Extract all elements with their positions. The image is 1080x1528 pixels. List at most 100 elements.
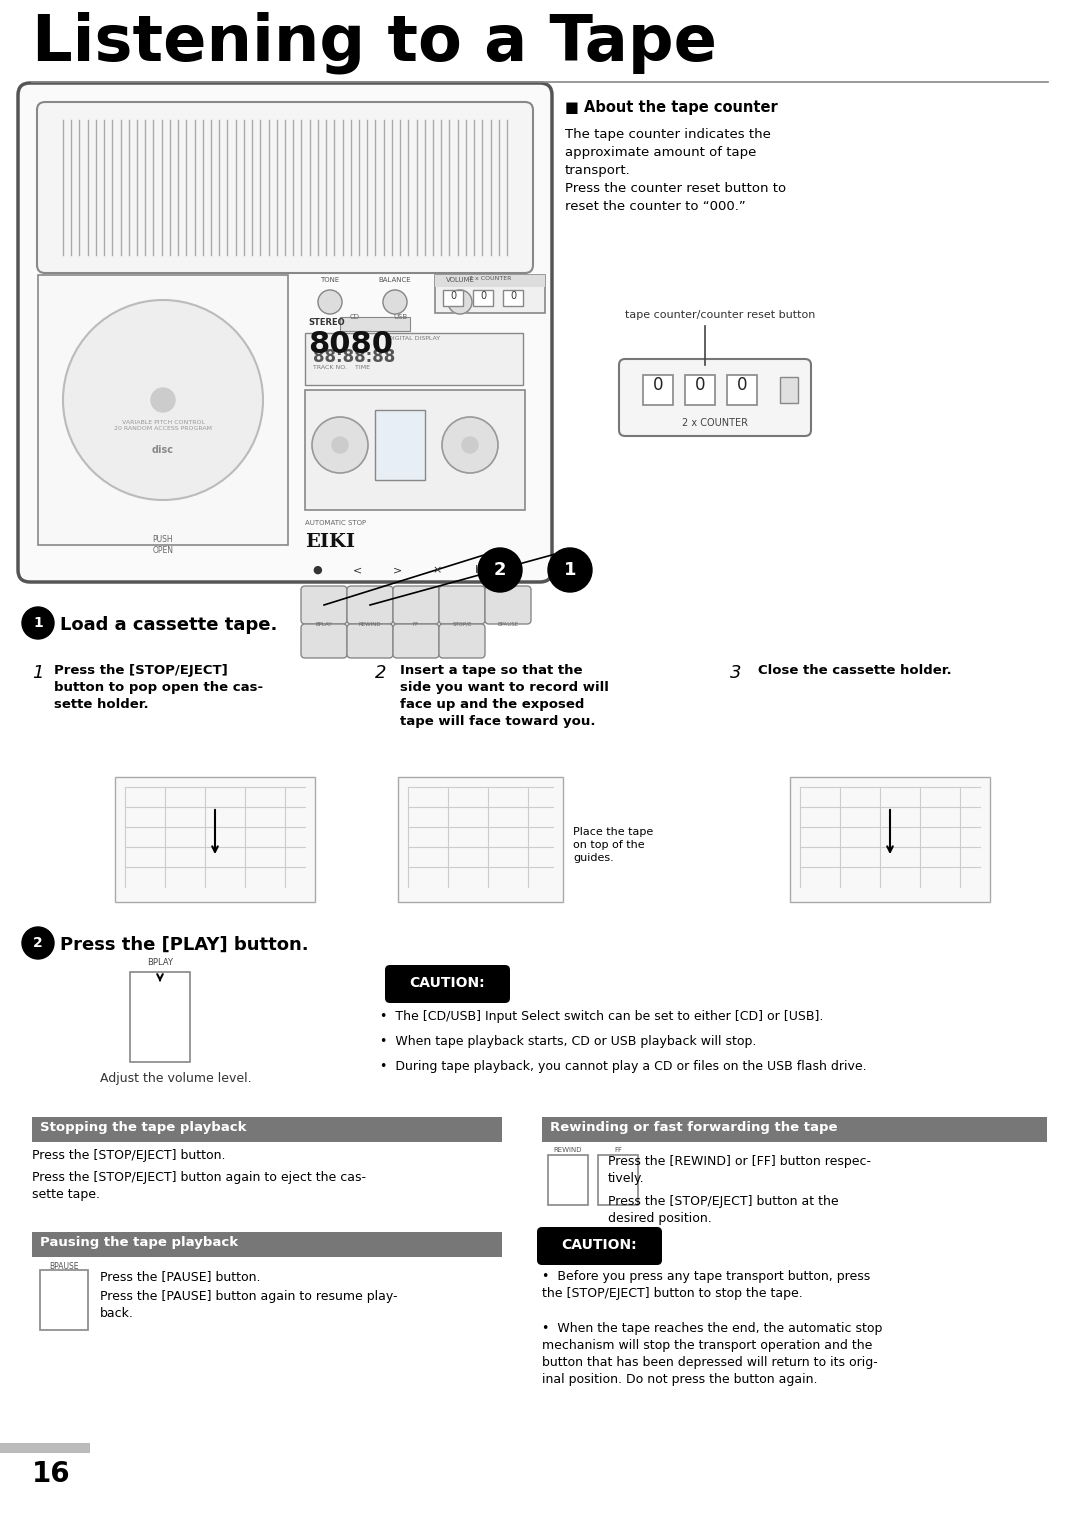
Bar: [685, 374, 715, 405]
Text: 3: 3: [730, 665, 742, 681]
Bar: [305, 333, 523, 385]
Text: Load a cassette tape.: Load a cassette tape.: [60, 616, 278, 634]
FancyBboxPatch shape: [301, 587, 347, 623]
Text: Listening to a Tape: Listening to a Tape: [32, 12, 717, 75]
FancyBboxPatch shape: [619, 359, 811, 435]
Text: Pausing the tape playback: Pausing the tape playback: [40, 1236, 238, 1248]
Text: Press the [STOP/EJECT] button at the
desired position.: Press the [STOP/EJECT] button at the des…: [608, 1195, 839, 1225]
Text: >: >: [392, 565, 402, 575]
Text: 2 x COUNTER: 2 x COUNTER: [681, 419, 748, 428]
Text: USB: USB: [393, 313, 407, 319]
FancyBboxPatch shape: [347, 587, 393, 623]
Text: Adjust the volume level.: Adjust the volume level.: [100, 1073, 252, 1085]
Text: Press the [STOP/EJECT]
button to pop open the cas-
sette holder.: Press the [STOP/EJECT] button to pop ope…: [54, 665, 264, 711]
Text: •  The [CD/USB] Input Select switch can be set to either [CD] or [USB].: • The [CD/USB] Input Select switch can b…: [380, 1010, 823, 1024]
Bar: [114, 778, 315, 902]
Text: Close the cassette holder.: Close the cassette holder.: [758, 665, 951, 677]
Bar: [542, 1117, 1047, 1141]
Text: 2: 2: [33, 937, 43, 950]
FancyBboxPatch shape: [485, 587, 531, 623]
Bar: [32, 1117, 502, 1141]
Text: •  Before you press any tape transport button, press
the [STOP/EJECT] button to : • Before you press any tape transport bu…: [542, 1270, 870, 1300]
Text: disc: disc: [152, 445, 174, 455]
Text: BPAUSE: BPAUSE: [50, 1262, 79, 1271]
Bar: [130, 972, 190, 1062]
Text: Place the tape
on top of the
guides.: Place the tape on top of the guides.: [573, 827, 653, 863]
Text: 2 x COUNTER: 2 x COUNTER: [469, 277, 511, 281]
Text: 0: 0: [737, 376, 747, 394]
FancyBboxPatch shape: [37, 102, 534, 274]
Circle shape: [151, 388, 175, 413]
Text: ●: ●: [312, 565, 322, 575]
Bar: [375, 410, 426, 480]
Text: STOP/E: STOP/E: [453, 622, 472, 626]
Text: REWIND: REWIND: [554, 1148, 582, 1154]
Text: Press the [PLAY] button.: Press the [PLAY] button.: [60, 937, 309, 953]
FancyBboxPatch shape: [384, 966, 510, 1002]
Text: 2: 2: [375, 665, 387, 681]
Bar: [40, 1270, 87, 1329]
Text: Press the [STOP/EJECT] button.: Press the [STOP/EJECT] button.: [32, 1149, 226, 1161]
Text: BALANCE: BALANCE: [379, 277, 411, 283]
Text: BPLAY: BPLAY: [147, 958, 173, 967]
Bar: [435, 275, 545, 313]
Text: 16: 16: [32, 1459, 70, 1488]
Text: Rewinding or fast forwarding the tape: Rewinding or fast forwarding the tape: [550, 1122, 837, 1134]
FancyBboxPatch shape: [18, 83, 552, 582]
Text: CAUTION:: CAUTION:: [562, 1238, 637, 1251]
Bar: [38, 275, 288, 545]
Circle shape: [22, 607, 54, 639]
Circle shape: [442, 417, 498, 474]
Bar: [548, 1155, 588, 1206]
Text: AUTOMATIC STOP: AUTOMATIC STOP: [305, 520, 366, 526]
Text: FF: FF: [615, 1148, 622, 1154]
Text: Press the [PAUSE] button.: Press the [PAUSE] button.: [100, 1270, 260, 1284]
Text: 0: 0: [652, 376, 663, 394]
Text: CAUTION:: CAUTION:: [409, 976, 485, 990]
Circle shape: [462, 437, 478, 452]
FancyBboxPatch shape: [537, 1227, 662, 1265]
Text: ×: ×: [432, 565, 442, 575]
Text: DIGITAL DISPLAY: DIGITAL DISPLAY: [388, 336, 440, 341]
Text: •  During tape playback, you cannot play a CD or files on the USB flash drive.: • During tape playback, you cannot play …: [380, 1060, 866, 1073]
Bar: [305, 390, 525, 510]
Text: VOLUME: VOLUME: [446, 277, 474, 283]
Circle shape: [548, 549, 592, 591]
FancyBboxPatch shape: [347, 623, 393, 659]
Circle shape: [312, 417, 368, 474]
Text: 1: 1: [32, 665, 43, 681]
Bar: [443, 290, 463, 306]
Text: VARIABLE PITCH CONTROL
20 RANDOM ACCESS PROGRAM: VARIABLE PITCH CONTROL 20 RANDOM ACCESS …: [114, 420, 212, 431]
FancyBboxPatch shape: [438, 587, 485, 623]
Text: •  When tape playback starts, CD or USB playback will stop.: • When tape playback starts, CD or USB p…: [380, 1034, 756, 1048]
Text: 0: 0: [450, 290, 456, 301]
Text: I: I: [475, 565, 478, 575]
Text: tape counter/counter reset button: tape counter/counter reset button: [625, 310, 815, 319]
Circle shape: [318, 290, 342, 313]
FancyBboxPatch shape: [438, 623, 485, 659]
Text: <: <: [352, 565, 362, 575]
Text: 0: 0: [480, 290, 486, 301]
Bar: [643, 374, 673, 405]
Text: Press the [PAUSE] button again to resume play-
back.: Press the [PAUSE] button again to resume…: [100, 1290, 397, 1320]
Bar: [435, 275, 545, 287]
Bar: [0, 1442, 90, 1453]
Bar: [399, 778, 563, 902]
Text: Press the [STOP/EJECT] button again to eject the cas-
sette tape.: Press the [STOP/EJECT] button again to e…: [32, 1170, 366, 1201]
FancyBboxPatch shape: [393, 623, 438, 659]
Text: Press the [REWIND] or [FF] button respec-
tively.: Press the [REWIND] or [FF] button respec…: [608, 1155, 870, 1186]
Text: The tape counter indicates the
approximate amount of tape
transport.
Press the c: The tape counter indicates the approxima…: [565, 128, 786, 212]
Text: TONE: TONE: [321, 277, 339, 283]
Text: CD: CD: [350, 313, 360, 319]
Text: 0: 0: [694, 376, 705, 394]
FancyBboxPatch shape: [393, 587, 438, 623]
Bar: [598, 1155, 638, 1206]
Text: ■ About the tape counter: ■ About the tape counter: [565, 99, 778, 115]
Bar: [780, 377, 798, 403]
Bar: [503, 290, 523, 306]
Text: REWIND: REWIND: [359, 622, 381, 626]
Text: Stopping the tape playback: Stopping the tape playback: [40, 1122, 246, 1134]
Bar: [789, 778, 990, 902]
Circle shape: [22, 927, 54, 960]
Circle shape: [478, 549, 522, 591]
